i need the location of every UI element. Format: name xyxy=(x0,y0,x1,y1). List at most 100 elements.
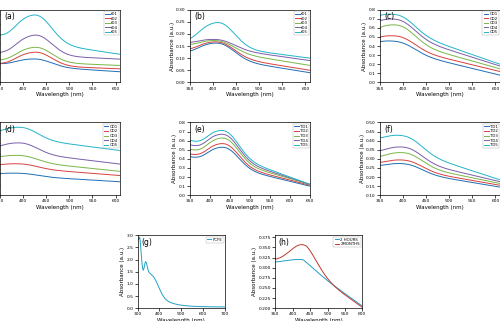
tD4 xyxy=(263,52,269,56)
CD5 xyxy=(452,47,458,51)
TD1 xyxy=(452,178,458,182)
2MONTHS xyxy=(301,243,307,247)
CD1 xyxy=(117,180,123,184)
tD3 xyxy=(0,58,3,62)
CD1 xyxy=(464,65,470,69)
Line: tD1: tD1 xyxy=(0,59,120,72)
tD5 xyxy=(235,36,241,39)
tD3 xyxy=(263,56,269,60)
TD1 xyxy=(307,184,313,188)
tD5 xyxy=(32,13,38,17)
CD2 xyxy=(0,163,3,167)
tD5 xyxy=(202,26,207,30)
CD5 xyxy=(36,133,43,136)
TD5 xyxy=(235,142,241,145)
TD1 xyxy=(219,145,225,149)
tD2 xyxy=(274,63,280,67)
TD3 xyxy=(392,151,398,155)
X-axis label: Wavelength (nm): Wavelength (nm) xyxy=(158,318,205,321)
CD1 xyxy=(377,40,383,44)
TD1 xyxy=(263,173,269,177)
CD2 xyxy=(497,70,500,74)
TD5 xyxy=(497,178,500,182)
TD2 xyxy=(416,163,422,167)
Line: TD3: TD3 xyxy=(380,152,500,184)
TD3 xyxy=(398,151,404,154)
CD2 xyxy=(12,162,18,166)
Line: TD4: TD4 xyxy=(380,147,500,182)
tD2 xyxy=(226,44,232,48)
PCFE xyxy=(150,274,156,278)
TD1 xyxy=(395,161,401,165)
CD4 xyxy=(73,157,79,160)
CD4 xyxy=(36,147,43,151)
CD2 xyxy=(84,171,90,175)
CD5 xyxy=(497,62,500,66)
CD4 xyxy=(117,162,123,166)
tD3 xyxy=(117,64,123,67)
Line: tD2: tD2 xyxy=(0,52,120,69)
tD2 xyxy=(235,50,241,54)
Legend: tD1, tD2, tD3, tD4, tD5: tD1, tD2, tD3, tD4, tD5 xyxy=(294,11,309,35)
tD3 xyxy=(274,58,280,62)
tD2 xyxy=(32,50,38,54)
2MONTHS xyxy=(336,288,342,292)
TD4 xyxy=(464,172,470,176)
CD4 xyxy=(416,32,422,36)
tD3 xyxy=(36,46,43,50)
TD3 xyxy=(416,157,422,161)
CD1 xyxy=(497,73,500,77)
tD4 xyxy=(32,33,38,37)
CD3 xyxy=(416,38,422,41)
CD3 xyxy=(0,155,3,159)
CD1 xyxy=(392,39,398,43)
tD3 xyxy=(226,43,232,47)
CD3 xyxy=(497,67,500,71)
PCFE xyxy=(186,304,192,308)
CD4 xyxy=(84,158,90,162)
Line: TD1: TD1 xyxy=(190,147,310,186)
PCFE xyxy=(174,302,180,306)
TD5 xyxy=(424,149,430,153)
Text: (h): (h) xyxy=(278,238,289,247)
CD4 xyxy=(0,144,3,148)
TD5 xyxy=(226,132,232,135)
TD2 xyxy=(452,176,458,179)
tD1 xyxy=(274,65,280,69)
Line: tD5: tD5 xyxy=(190,22,310,58)
tD1 xyxy=(226,46,232,50)
CD1 xyxy=(36,174,43,178)
Line: CD1: CD1 xyxy=(0,173,120,182)
tD2 xyxy=(84,65,90,69)
2MONTHS xyxy=(336,288,342,291)
TD5 xyxy=(394,133,400,137)
tD4 xyxy=(73,55,79,58)
tD5 xyxy=(117,52,123,56)
CD1 xyxy=(416,50,422,54)
2 HOURS xyxy=(272,260,278,264)
Y-axis label: Absorbance (a.u.): Absorbance (a.u.) xyxy=(252,247,257,296)
TD1 xyxy=(464,180,470,184)
tD3 xyxy=(187,42,193,46)
Legend: TD1, TD2, TD3, TD4, TD5: TD1, TD2, TD3, TD4, TD5 xyxy=(483,124,499,148)
2MONTHS xyxy=(298,243,304,247)
tD4 xyxy=(274,54,280,58)
tD4 xyxy=(307,59,313,63)
TD4 xyxy=(235,145,241,149)
tD5 xyxy=(12,25,18,29)
tD1 xyxy=(202,43,207,47)
CD5 xyxy=(84,144,90,148)
2MONTHS xyxy=(328,280,334,284)
CD1 xyxy=(84,178,90,182)
CD2 xyxy=(464,62,470,65)
TD3 xyxy=(274,173,280,177)
TD3 xyxy=(226,139,232,143)
tD5 xyxy=(84,47,90,51)
PCFE xyxy=(157,288,163,292)
CD1 xyxy=(45,175,51,179)
TD2 xyxy=(307,183,313,187)
X-axis label: Wavelength (nm): Wavelength (nm) xyxy=(36,205,84,210)
Line: TD5: TD5 xyxy=(380,135,500,180)
Line: tD4: tD4 xyxy=(190,39,310,61)
TD2 xyxy=(274,175,280,179)
